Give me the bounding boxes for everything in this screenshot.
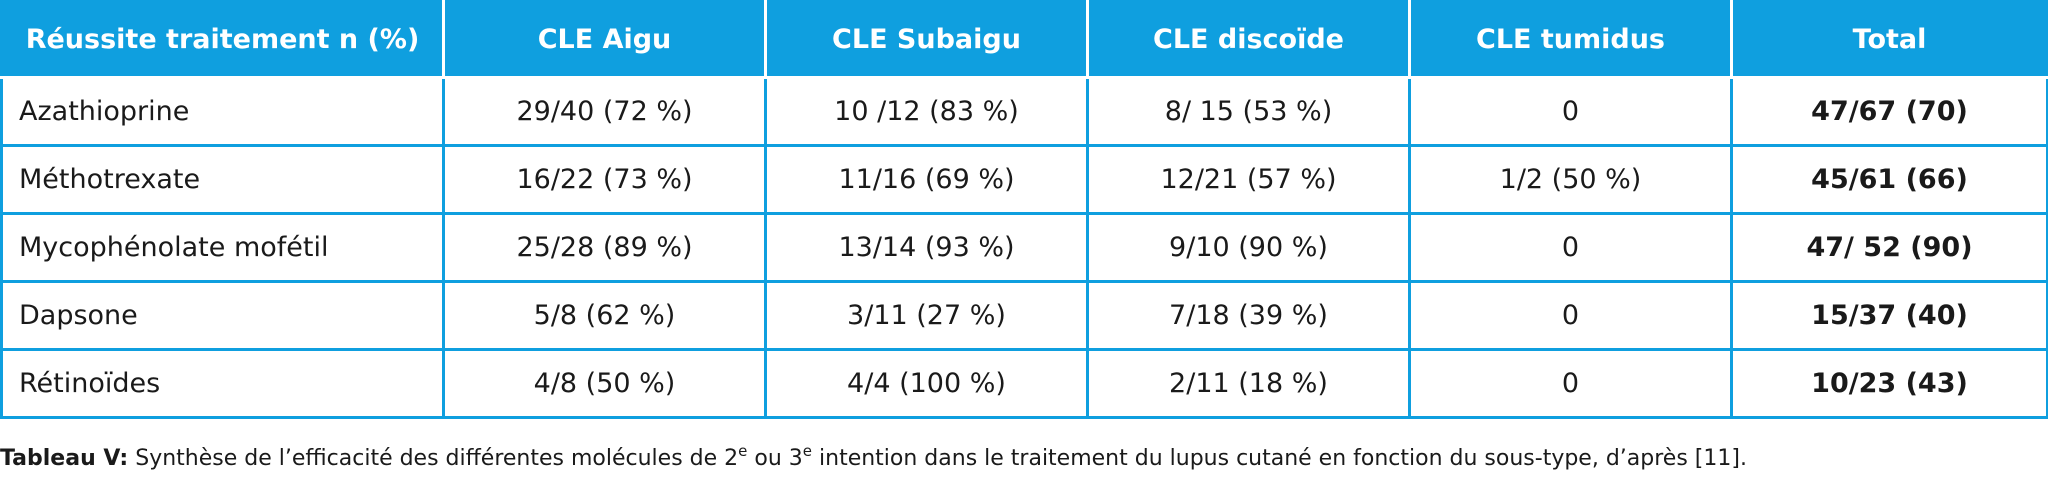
row-label: Mycophénolate mofétil: [0, 212, 445, 283]
cell-cle-tumidus: 0: [1408, 348, 1733, 419]
table-row: Azathioprine 29/40 (72 %) 10 /12 (83 %) …: [0, 76, 2048, 147]
caption-superscript-1: e: [738, 442, 748, 460]
header-cell-cle-discoide: CLE discoïde: [1086, 0, 1411, 79]
cell-total: 47/ 52 (90): [1730, 212, 2048, 283]
table-row: Rétinoïdes 4/8 (50 %) 4/4 (100 %) 2/11 (…: [0, 348, 2048, 419]
caption-superscript-2: e: [802, 442, 813, 460]
header-cell-total: Total: [1730, 0, 2048, 79]
table-row: Mycophénolate mofétil 25/28 (89 %) 13/14…: [0, 212, 2048, 283]
cell-cle-aigu: 4/8 (50 %): [442, 348, 767, 419]
caption-label: Tableau V:: [0, 446, 129, 471]
treatment-success-table: Réussite traitement n (%) CLE Aigu CLE S…: [0, 0, 2048, 419]
row-label: Rétinoïdes: [0, 348, 445, 419]
cell-total: 45/61 (66): [1730, 144, 2048, 215]
cell-cle-subaigu: 13/14 (93 %): [764, 212, 1089, 283]
cell-cle-discoide: 12/21 (57 %): [1086, 144, 1411, 215]
header-cell-cle-tumidus: CLE tumidus: [1408, 0, 1733, 79]
cell-cle-tumidus: 0: [1408, 212, 1733, 283]
cell-total: 15/37 (40): [1730, 280, 2048, 351]
results-table-container: Réussite traitement n (%) CLE Aigu CLE S…: [0, 0, 2048, 419]
cell-cle-subaigu: 10 /12 (83 %): [764, 76, 1089, 147]
header-cell-cle-subaigu: CLE Subaigu: [764, 0, 1089, 79]
row-label: Azathioprine: [0, 76, 445, 147]
table-row: Méthotrexate 16/22 (73 %) 11/16 (69 %) 1…: [0, 144, 2048, 215]
table-row: Dapsone 5/8 (62 %) 3/11 (27 %) 7/18 (39 …: [0, 280, 2048, 351]
cell-cle-aigu: 25/28 (89 %): [442, 212, 767, 283]
cell-cle-subaigu: 4/4 (100 %): [764, 348, 1089, 419]
table-header: Réussite traitement n (%) CLE Aigu CLE S…: [0, 0, 2048, 79]
cell-cle-discoide: 9/10 (90 %): [1086, 212, 1411, 283]
cell-cle-discoide: 7/18 (39 %): [1086, 280, 1411, 351]
cell-cle-tumidus: 1/2 (50 %): [1408, 144, 1733, 215]
row-label: Dapsone: [0, 280, 445, 351]
header-cell-cle-aigu: CLE Aigu: [442, 0, 767, 79]
cell-cle-aigu: 16/22 (73 %): [442, 144, 767, 215]
table-body: Azathioprine 29/40 (72 %) 10 /12 (83 %) …: [0, 76, 2048, 419]
cell-total: 47/67 (70): [1730, 76, 2048, 147]
cell-cle-aigu: 29/40 (72 %): [442, 76, 767, 147]
caption-text-part-2: ou 3: [747, 446, 803, 471]
cell-cle-subaigu: 3/11 (27 %): [764, 280, 1089, 351]
cell-cle-discoide: 8/ 15 (53 %): [1086, 76, 1411, 147]
cell-cle-discoide: 2/11 (18 %): [1086, 348, 1411, 419]
cell-cle-aigu: 5/8 (62 %): [442, 280, 767, 351]
caption-text-part-1: Synthèse de l’efficacité des différentes…: [128, 446, 739, 471]
table-caption: Tableau V: Synthèse de l’efficacité des …: [0, 444, 1747, 472]
row-label: Méthotrexate: [0, 144, 445, 215]
cell-cle-tumidus: 0: [1408, 280, 1733, 351]
caption-text-part-3: intention dans le traitement du lupus cu…: [812, 446, 1747, 471]
header-cell-treatment: Réussite traitement n (%): [0, 0, 445, 79]
cell-cle-tumidus: 0: [1408, 76, 1733, 147]
header-row: Réussite traitement n (%) CLE Aigu CLE S…: [0, 0, 2048, 79]
cell-total: 10/23 (43): [1730, 348, 2048, 419]
cell-cle-subaigu: 11/16 (69 %): [764, 144, 1089, 215]
